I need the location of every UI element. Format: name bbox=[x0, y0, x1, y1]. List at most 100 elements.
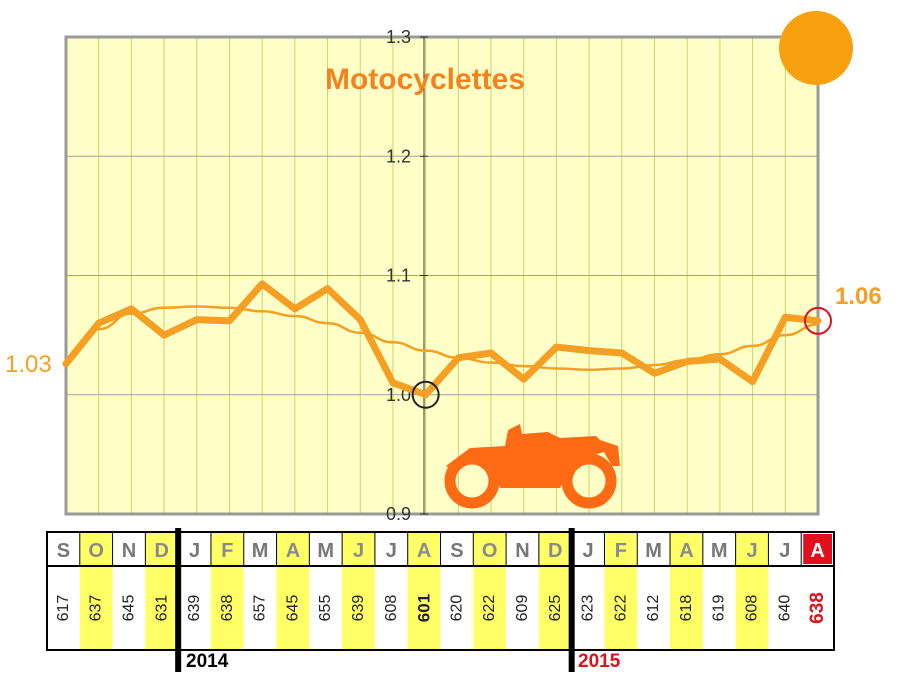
highlight-column bbox=[407, 532, 441, 650]
month-label: S bbox=[450, 540, 463, 562]
data-point bbox=[555, 346, 558, 349]
data-point bbox=[261, 282, 264, 285]
count-value: 645 bbox=[120, 595, 137, 622]
data-point bbox=[293, 307, 296, 310]
count-value: 601 bbox=[415, 594, 434, 622]
data-point bbox=[65, 362, 67, 365]
count-value: 619 bbox=[711, 595, 728, 622]
current-month-highlight bbox=[803, 534, 832, 564]
month-label: J bbox=[746, 540, 757, 562]
data-point bbox=[653, 372, 656, 375]
ratio-line bbox=[62, 280, 822, 399]
count-value: 617 bbox=[55, 595, 72, 622]
data-point bbox=[751, 380, 754, 383]
month-label: J bbox=[189, 540, 200, 562]
month-label: D bbox=[548, 540, 562, 562]
y-tick-label: 1.1 bbox=[386, 266, 411, 286]
sun-icon bbox=[779, 11, 853, 85]
count-value: 622 bbox=[481, 595, 498, 622]
end-value-label: 1.06 bbox=[835, 283, 882, 310]
highlight-column bbox=[276, 532, 310, 650]
min-marker bbox=[411, 380, 440, 409]
data-point bbox=[391, 381, 394, 384]
data-point bbox=[522, 378, 525, 381]
month-label: A bbox=[286, 540, 300, 562]
month-label: J bbox=[353, 540, 364, 562]
count-value: 640 bbox=[776, 595, 793, 622]
month-label: M bbox=[317, 540, 334, 562]
count-value: 622 bbox=[612, 595, 629, 622]
month-label: A bbox=[810, 540, 824, 562]
month-label: O bbox=[482, 540, 498, 562]
data-point bbox=[359, 318, 362, 321]
end-marker bbox=[804, 306, 832, 335]
month-label: N bbox=[122, 540, 136, 562]
month-label: J bbox=[779, 540, 790, 562]
count-value: 631 bbox=[153, 595, 170, 622]
motorcycle-icon bbox=[444, 424, 620, 509]
count-value: 612 bbox=[645, 595, 662, 622]
highlight-column bbox=[342, 532, 375, 650]
data-point bbox=[588, 349, 591, 352]
data-point bbox=[817, 319, 819, 322]
highlight-column bbox=[79, 532, 113, 650]
data-point bbox=[457, 356, 460, 359]
count-value: 637 bbox=[88, 595, 105, 622]
motorcycle-body bbox=[446, 424, 620, 488]
month-label: N bbox=[515, 540, 529, 562]
count-value: 638 bbox=[219, 595, 236, 622]
month-label: M bbox=[645, 540, 662, 562]
highlight-column bbox=[604, 532, 638, 650]
plot-border bbox=[64, 35, 820, 516]
month-label: A bbox=[417, 540, 431, 562]
highlight-column bbox=[735, 532, 769, 650]
y-tick-label: 1.2 bbox=[386, 146, 411, 166]
data-point bbox=[718, 357, 721, 360]
y-tick-label: 1.3 bbox=[386, 27, 411, 47]
motorcycle-rear-wheel bbox=[444, 453, 500, 509]
highlight-column bbox=[473, 532, 507, 650]
count-value: 618 bbox=[678, 595, 695, 622]
month-label: S bbox=[57, 540, 70, 562]
data-point bbox=[784, 316, 787, 319]
data-point bbox=[130, 307, 133, 310]
month-label: O bbox=[88, 540, 104, 562]
data-point bbox=[686, 360, 689, 363]
data-point bbox=[490, 352, 493, 355]
month-label: J bbox=[386, 540, 397, 562]
count-value: 638 bbox=[807, 592, 828, 624]
count-value: 608 bbox=[383, 595, 400, 622]
count-value: 655 bbox=[317, 595, 334, 622]
data-point bbox=[424, 393, 427, 396]
count-value: 609 bbox=[514, 595, 531, 622]
count-value: 608 bbox=[744, 595, 761, 622]
count-value: 639 bbox=[350, 595, 367, 622]
data-point bbox=[163, 334, 166, 337]
highlight-column bbox=[670, 532, 703, 650]
month-label: F bbox=[221, 540, 233, 562]
month-label: D bbox=[155, 540, 169, 562]
chart-title: Motocyclettes bbox=[325, 63, 525, 96]
count-value: 620 bbox=[448, 595, 465, 622]
count-value: 625 bbox=[547, 595, 564, 622]
count-value: 645 bbox=[284, 595, 301, 622]
count-value: 639 bbox=[186, 595, 203, 622]
data-point bbox=[620, 352, 623, 355]
count-value: 623 bbox=[580, 595, 597, 622]
month-label: A bbox=[679, 540, 693, 562]
highlight-column bbox=[210, 532, 244, 650]
month-label: M bbox=[711, 540, 728, 562]
month-label: F bbox=[615, 540, 627, 562]
data-point bbox=[97, 322, 100, 325]
motorcycle-front-wheel bbox=[561, 453, 617, 509]
year-label-2015: 2015 bbox=[578, 651, 621, 672]
year-label-2014: 2014 bbox=[186, 651, 229, 672]
highlight-column bbox=[538, 532, 572, 650]
data-points bbox=[65, 282, 819, 396]
y-tick-label: 0.9 bbox=[386, 504, 411, 524]
month-label: J bbox=[583, 540, 594, 562]
year-labels: 2014 2015 bbox=[186, 651, 621, 672]
month-label: M bbox=[252, 540, 269, 562]
